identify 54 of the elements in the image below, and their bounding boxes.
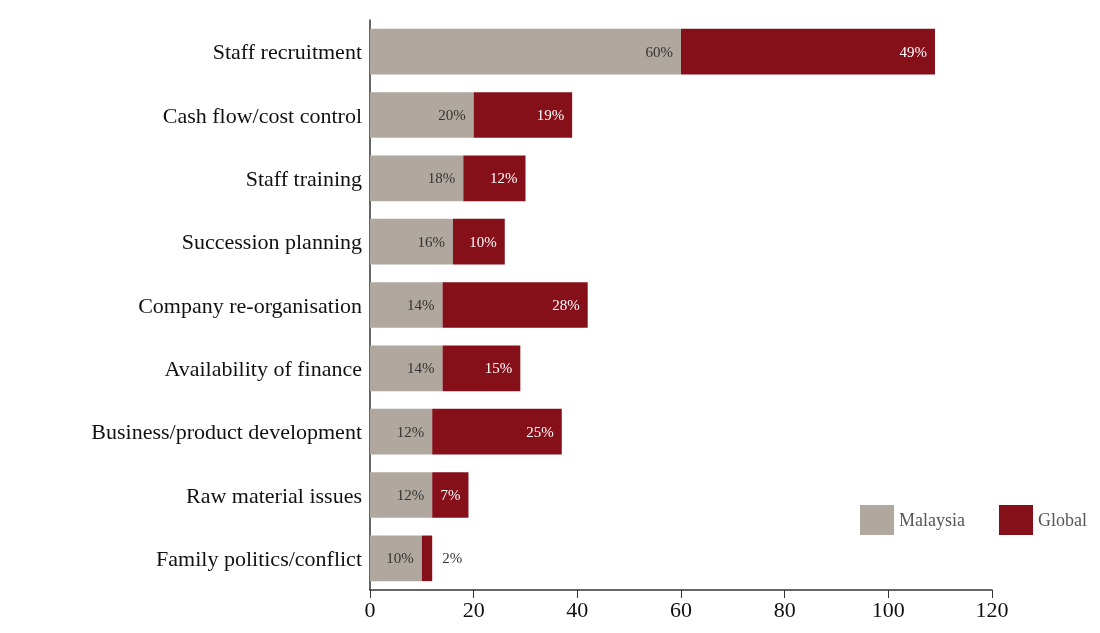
data-label: 60% [645,43,673,60]
bar [442,282,588,328]
bar [370,535,422,582]
data-label: 15% [484,360,513,377]
bar [370,345,443,392]
data-label: 16% [417,233,445,250]
data-label: 14% [407,297,435,313]
data-label: 28% [552,297,580,313]
bar [452,218,505,265]
data-label: 10% [386,550,414,567]
bar [370,282,443,328]
x-tick-label: 0 [364,596,376,622]
y-tick-label: Company re-organisation [138,292,362,318]
data-label: 10% [469,233,497,250]
data-label: 7% [440,487,461,503]
bar [463,155,526,202]
x-tick-label: 100 [871,596,905,622]
y-tick-label: Raw material issues [186,482,362,508]
x-tick-label: 80 [773,596,796,622]
legend-label: Global [1038,510,1088,530]
y-tick-label: Family politics/conflict [156,545,362,571]
data-label: 18% [427,170,456,187]
bar [432,408,562,455]
data-label: 49% [899,43,927,60]
data-label: 14% [407,360,435,377]
y-tick-label: Cash flow/cost control [162,102,362,128]
data-label: 2% [442,550,463,567]
data-label: 12% [396,423,425,440]
data-label: 20% [438,107,466,123]
bar [370,408,433,455]
legend-label: Malaysia [899,510,966,530]
y-tick-label: Availability of finance [164,355,362,381]
bar [370,92,474,138]
bar [432,472,469,518]
y-tick-label: Staff recruitment [212,39,362,65]
bar [421,535,433,582]
x-tick-label: 60 [670,596,692,622]
data-label: 12% [490,170,518,187]
y-tick-label: Succession planning [181,229,362,255]
bar [370,218,453,265]
data-label: 25% [526,423,554,440]
bar [370,472,433,518]
bar [681,28,935,75]
bar [442,345,521,392]
data-label: 12% [396,487,425,503]
x-tick-label: 20 [462,596,485,622]
y-tick-label: Staff training [245,165,362,191]
data-label: 19% [536,107,565,123]
x-tick-label: 40 [566,596,589,622]
y-tick-label: Business/product development [91,419,362,445]
bar [370,28,681,75]
x-tick-label: 120 [975,596,1009,622]
bar [370,155,464,202]
bar [473,92,573,138]
